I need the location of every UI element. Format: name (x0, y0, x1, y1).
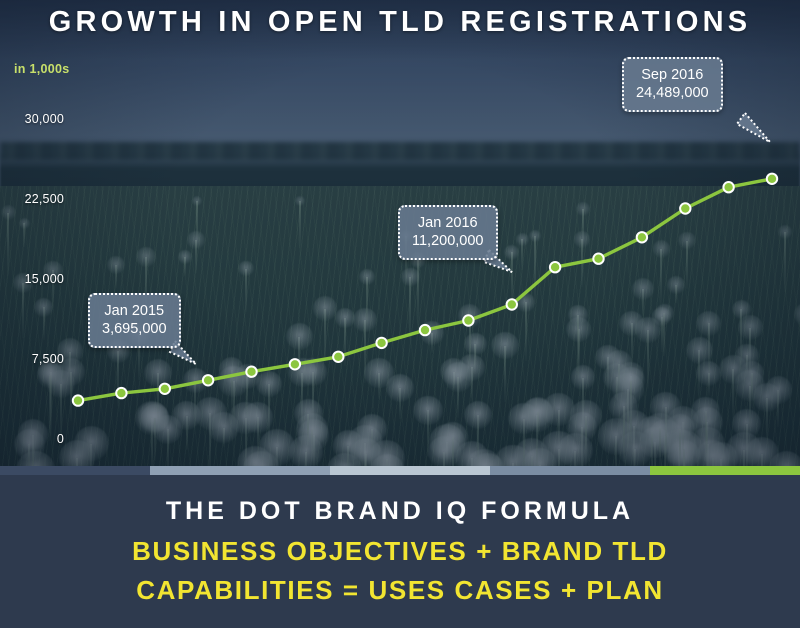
data-point-5 (288, 358, 302, 371)
color-stripe (0, 466, 800, 475)
callout-jan-2016-value: 11,200,000 (412, 233, 484, 250)
callout-jan-2015: Jan 2015 3,695,000 (88, 293, 181, 349)
callout-sep-2016-label: Sep 2016 (641, 67, 704, 83)
data-point-2 (158, 382, 172, 395)
callout-jan-2015-value: 3,695,000 (102, 321, 167, 338)
callout-jan-2016: Jan 2016 11,200,000 (398, 205, 498, 261)
line-chart (71, 111, 779, 407)
data-point-3 (201, 374, 215, 387)
data-point-16 (765, 172, 779, 186)
page-title: GROWTH IN OPEN TLD REGISTRATIONS (48, 6, 752, 38)
data-point-12 (592, 252, 605, 265)
data-point-10 (505, 298, 518, 311)
footer-band: THE DOT BRAND IQ FORMULA BUSINESS OBJECT… (0, 475, 800, 628)
data-point-6 (332, 350, 345, 363)
callout-sep-2016: Sep 2016 24,489,000 (622, 57, 723, 113)
y-tick-15000: 15,000 (24, 272, 64, 286)
y-tick-22500: 22,500 (24, 192, 64, 206)
data-point-7 (375, 336, 388, 350)
y-tick-0: 0 (56, 432, 64, 446)
footer-line-2: BUSINESS OBJECTIVES + BRAND TLD (132, 536, 668, 566)
data-point-14 (679, 202, 692, 215)
data-point-9 (462, 314, 475, 327)
data-point-4 (245, 365, 258, 378)
stripe-segment-4 (650, 466, 800, 475)
callout-jan-2016-label: Jan 2016 (417, 215, 478, 231)
y-axis-unit-label: in 1,000s (14, 62, 70, 76)
y-tick-30000: 30,000 (24, 112, 64, 126)
data-point-0 (71, 394, 85, 407)
data-point-11 (548, 261, 562, 274)
callout-tail-2 (735, 111, 771, 143)
data-point-8 (418, 323, 432, 337)
series-points (71, 172, 779, 407)
stripe-segment-0 (0, 466, 150, 475)
y-tick-7500: 7,500 (31, 352, 64, 366)
stripe-segment-3 (490, 466, 650, 475)
footer-line-3: CAPABILITIES = USES CASES + PLAN (136, 575, 664, 605)
callout-jan-2015-label: Jan 2015 (104, 303, 165, 319)
data-point-15 (722, 181, 735, 194)
data-point-13 (635, 231, 649, 244)
callout-sep-2016-value: 24,489,000 (636, 85, 709, 102)
top-haze-overlay (0, 0, 800, 60)
stripe-segment-1 (150, 466, 330, 475)
footer-line-1: THE DOT BRAND IQ FORMULA (165, 497, 635, 525)
data-point-1 (115, 386, 128, 400)
stripe-segment-2 (330, 466, 490, 475)
